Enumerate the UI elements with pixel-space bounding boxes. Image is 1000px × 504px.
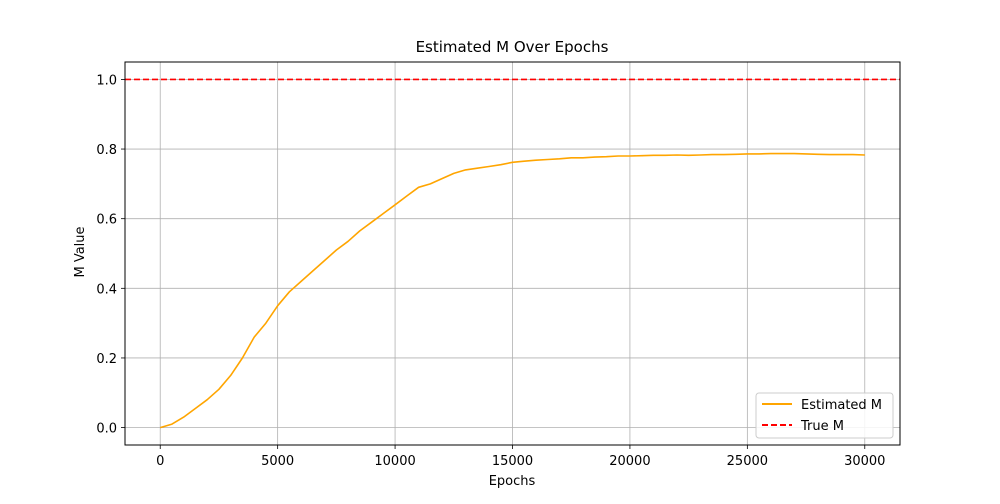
x-tick-label: 0: [156, 454, 164, 469]
chart-title: Estimated M Over Epochs: [416, 38, 609, 56]
x-axis-label: Epochs: [489, 474, 536, 489]
x-tick-label: 15000: [492, 454, 533, 469]
y-tick-label: 1.0: [96, 73, 117, 88]
x-tick-label: 25000: [727, 454, 768, 469]
plot-lines: [125, 78, 900, 429]
legend: Estimated M True M: [755, 392, 894, 439]
y-axis-label: M Value: [73, 226, 88, 277]
y-tick-label: 0.0: [96, 422, 117, 437]
x-tick-label: 10000: [374, 454, 415, 469]
ticks: 0 5000 10000 15000 20000 25000 30000 0.0 0.2 0.4 0…: [96, 73, 885, 469]
x-tick-label: 5000: [261, 454, 294, 469]
x-tick-label: 20000: [609, 454, 650, 469]
x-tick-label: 30000: [844, 454, 885, 469]
legend-label-estimated-m: Estimated M: [801, 398, 882, 413]
grid: [125, 62, 900, 445]
estimated-m-line: [159, 152, 865, 429]
y-tick-label: 0.6: [96, 213, 117, 228]
y-tick-label: 0.2: [96, 352, 117, 367]
legend-label-true-m: True M: [800, 419, 844, 434]
y-tick-label: 0.8: [96, 143, 117, 158]
y-tick-label: 0.4: [96, 282, 117, 297]
